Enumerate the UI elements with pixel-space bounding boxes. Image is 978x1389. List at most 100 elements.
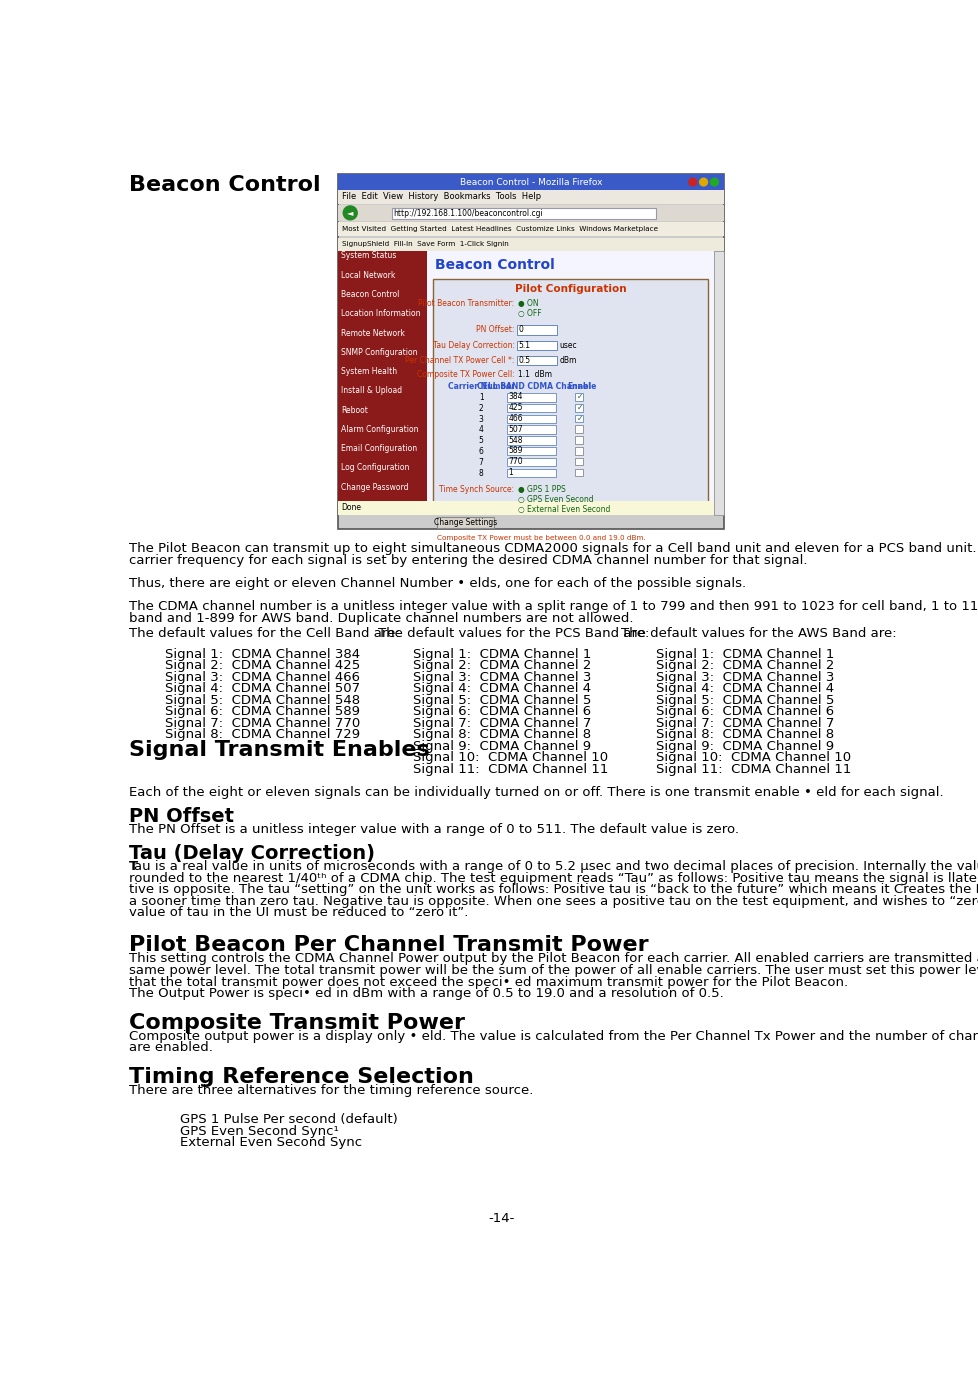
Text: Signal 11:  CDMA Channel 11: Signal 11: CDMA Channel 11 [413, 763, 607, 776]
Text: Signal 4:  CDMA Channel 4: Signal 4: CDMA Channel 4 [413, 682, 591, 696]
Text: Remote Network: Remote Network [340, 329, 404, 338]
Text: 5: 5 [478, 436, 483, 446]
Text: Pilot Configuration: Pilot Configuration [514, 283, 626, 293]
Text: Signal 6:  CDMA Channel 6: Signal 6: CDMA Channel 6 [413, 706, 591, 718]
Text: Signal 9:  CDMA Channel 9: Signal 9: CDMA Channel 9 [655, 740, 833, 753]
Bar [391, 208, 655, 219]
Text: Composite TX Power must be between 0.0 and 19.0 dBm.: Composite TX Power must be between 0.0 a… [436, 535, 645, 540]
Text: au is a real value in units of microseconds with a range of 0 to 5.2 µsec and tw: au is a real value in units of microseco… [133, 860, 978, 874]
Text: The PN Offset is a unitless integer value with a range of 0 to 511. The default : The PN Offset is a unitless integer valu… [128, 824, 737, 836]
Bar [337, 190, 723, 204]
Text: Timing Reference Selection: Timing Reference Selection [128, 1067, 473, 1086]
Text: SignupShield  Fill-In  Save Form  1-Click Signin: SignupShield Fill-In Save Form 1-Click S… [341, 242, 508, 247]
Text: GPS 1 Pulse Per second (default): GPS 1 Pulse Per second (default) [180, 1113, 398, 1126]
Bar [507, 393, 556, 401]
Bar [574, 404, 582, 411]
Text: ● ON: ● ON [518, 299, 539, 308]
Text: System Health: System Health [340, 367, 397, 376]
Text: Tau Delay Correction:: Tau Delay Correction: [432, 340, 514, 350]
Text: 1.1  dBm: 1.1 dBm [518, 369, 552, 379]
Text: Signal 11:  CDMA Channel 11: Signal 11: CDMA Channel 11 [655, 763, 850, 776]
Bar [507, 425, 556, 433]
Text: Location Information: Location Information [340, 310, 420, 318]
Text: a sooner time than zero tau. Negative tau is opposite. When one sees a positive : a sooner time than zero tau. Negative ta… [128, 895, 978, 908]
Text: Signal 3:  CDMA Channel 3: Signal 3: CDMA Channel 3 [655, 671, 833, 683]
Circle shape [689, 178, 696, 186]
Bar [337, 175, 723, 529]
Bar [432, 279, 707, 508]
Text: SNMP Configuration: SNMP Configuration [340, 347, 417, 357]
Text: Signal 1:  CDMA Channel 1: Signal 1: CDMA Channel 1 [655, 647, 833, 661]
Text: Signal 10:  CDMA Channel 10: Signal 10: CDMA Channel 10 [655, 751, 850, 764]
Text: 4: 4 [478, 425, 483, 435]
Text: This setting controls the CDMA Channel Power output by the Pilot Beacon for each: This setting controls the CDMA Channel P… [128, 953, 978, 965]
Text: Signal 4:  CDMA Channel 507: Signal 4: CDMA Channel 507 [165, 682, 360, 696]
Text: Signal 6:  CDMA Channel 6: Signal 6: CDMA Channel 6 [655, 706, 833, 718]
Text: Change Password: Change Password [340, 482, 408, 492]
Text: dBm: dBm [558, 356, 576, 365]
Text: Email Configuration: Email Configuration [340, 444, 417, 453]
Bar [574, 468, 582, 476]
Text: Time Synch Source:: Time Synch Source: [439, 486, 514, 494]
Bar [337, 222, 723, 236]
Bar [337, 238, 723, 251]
Bar [574, 447, 582, 454]
Text: There are three alternatives for the timing reference source.: There are three alternatives for the tim… [128, 1085, 532, 1097]
Text: 5.1: 5.1 [518, 340, 530, 350]
Text: Signal 3:  CDMA Channel 3: Signal 3: CDMA Channel 3 [413, 671, 591, 683]
Circle shape [343, 206, 357, 219]
Text: Carrier Number: Carrier Number [447, 382, 514, 392]
Text: Signal 4:  CDMA Channel 4: Signal 4: CDMA Channel 4 [655, 682, 833, 696]
Text: Signal 1:  CDMA Channel 384: Signal 1: CDMA Channel 384 [165, 647, 360, 661]
Text: Done: Done [341, 503, 361, 513]
Text: Signal 5:  CDMA Channel 5: Signal 5: CDMA Channel 5 [655, 693, 833, 707]
Text: that the total transmit power does not exceed the speci• ed maximum transmit pow: that the total transmit power does not e… [128, 975, 847, 989]
Text: 0.5: 0.5 [518, 356, 530, 365]
Bar [507, 436, 556, 444]
Text: ○ External Even Second: ○ External Even Second [518, 506, 610, 514]
Text: Signal 8:  CDMA Channel 8: Signal 8: CDMA Channel 8 [413, 728, 591, 742]
Text: Signal Transmit Enables: Signal Transmit Enables [128, 740, 429, 760]
Text: Signal 9:  CDMA Channel 9: Signal 9: CDMA Channel 9 [413, 740, 591, 753]
Text: Composite output power is a display only • eld. The value is calculated from the: Composite output power is a display only… [128, 1029, 978, 1043]
Bar [426, 251, 714, 515]
Bar [516, 325, 556, 335]
Text: T: T [128, 860, 138, 874]
Text: Thus, there are eight or eleven Channel Number • elds, one for each of the possi: Thus, there are eight or eleven Channel … [128, 576, 745, 590]
Bar [507, 404, 556, 413]
Text: Signal 10:  CDMA Channel 10: Signal 10: CDMA Channel 10 [413, 751, 607, 764]
Bar [574, 436, 582, 444]
Bar [507, 415, 556, 424]
Text: Local Network: Local Network [340, 271, 395, 279]
Text: ◄: ◄ [346, 208, 353, 218]
Bar [436, 517, 494, 528]
Text: Log Configuration: Log Configuration [340, 464, 409, 472]
Text: Composite Transmit Power: Composite Transmit Power [128, 1013, 465, 1032]
Text: Alarm Configuration: Alarm Configuration [340, 425, 418, 433]
Text: Composite TX Power Cell:: Composite TX Power Cell: [417, 369, 514, 379]
Text: Signal 7:  CDMA Channel 770: Signal 7: CDMA Channel 770 [165, 717, 360, 729]
Text: Signal 7:  CDMA Channel 7: Signal 7: CDMA Channel 7 [655, 717, 833, 729]
Text: http://192.168.1.100/beaconcontrol.cgi: http://192.168.1.100/beaconcontrol.cgi [393, 210, 543, 218]
Text: 3: 3 [478, 415, 483, 424]
Text: Signal 6:  CDMA Channel 589: Signal 6: CDMA Channel 589 [165, 706, 360, 718]
Bar [507, 447, 556, 456]
Text: The default values for the AWS Band are:: The default values for the AWS Band are: [620, 626, 896, 640]
Text: Per Channel TX Power Cell *:: Per Channel TX Power Cell *: [405, 356, 514, 365]
Circle shape [710, 178, 718, 186]
Text: rounded to the nearest 1/40ᵗʰ of a CDMA chip. The test equipment reads “Tau” as : rounded to the nearest 1/40ᵗʰ of a CDMA … [128, 872, 978, 885]
Bar [337, 501, 714, 515]
Text: same power level. The total transmit power will be the sum of the power of all e: same power level. The total transmit pow… [128, 964, 978, 976]
Text: CELL BAND CDMA Channel: CELL BAND CDMA Channel [476, 382, 591, 392]
Text: Signal 2:  CDMA Channel 2: Signal 2: CDMA Channel 2 [655, 660, 833, 672]
Bar [714, 251, 723, 515]
Text: 6: 6 [478, 447, 483, 456]
Text: Signal 5:  CDMA Channel 5: Signal 5: CDMA Channel 5 [413, 693, 591, 707]
Text: ● GPS 1 PPS: ● GPS 1 PPS [518, 486, 565, 494]
Text: tive is opposite. The tau “setting” on the unit works as follows: Positive tau i: tive is opposite. The tau “setting” on t… [128, 883, 978, 896]
Text: Signal 8:  CDMA Channel 729: Signal 8: CDMA Channel 729 [165, 728, 360, 742]
Text: 466: 466 [508, 414, 522, 424]
Text: The Output Power is speci• ed in dBm with a range of 0.5 to 19.0 and a resolutio: The Output Power is speci• ed in dBm wit… [128, 988, 723, 1000]
Text: 1: 1 [478, 393, 483, 401]
Text: PN Offset: PN Offset [128, 807, 234, 826]
